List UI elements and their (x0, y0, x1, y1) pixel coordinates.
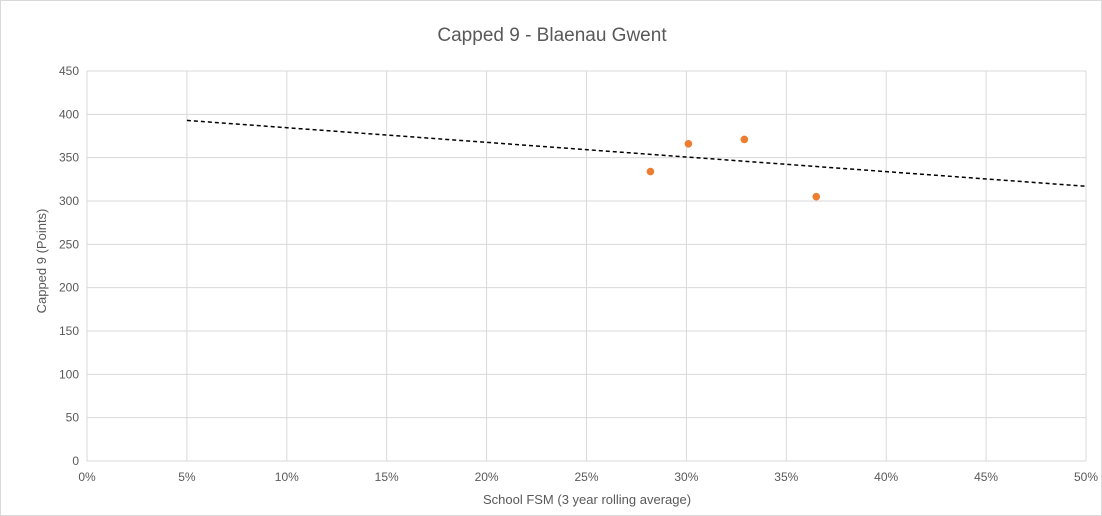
x-tick-label: 25% (574, 470, 598, 484)
data-points (646, 135, 821, 201)
x-axis-title: School FSM (3 year rolling average) (483, 492, 691, 507)
y-tick-label: 100 (59, 367, 79, 381)
y-tick-label: 250 (59, 237, 79, 251)
y-tick-label: 50 (66, 411, 80, 425)
x-tick-label: 15% (375, 470, 399, 484)
x-tick-label: 50% (1074, 470, 1098, 484)
y-tick-label: 300 (59, 194, 79, 208)
data-point (812, 192, 821, 201)
trendline (186, 119, 1087, 188)
tick-labels: 0 50 100 150 200 250 300 350 400 450 0% 5% 10% 15% 20%… (59, 64, 1098, 484)
y-tick-label: 200 (59, 281, 79, 295)
y-tick-label: 400 (59, 107, 79, 121)
data-point (646, 167, 655, 176)
grid (86, 70, 1087, 462)
x-tick-label: 45% (974, 470, 998, 484)
y-tick-label: 450 (59, 64, 79, 78)
x-tick-label: 5% (178, 470, 196, 484)
trendline-layer (186, 119, 1087, 188)
y-tick-label: 350 (59, 151, 79, 165)
chart-title: Capped 9 - Blaenau Gwent (437, 25, 667, 46)
x-tick-label: 20% (475, 470, 499, 484)
data-point (740, 135, 749, 144)
x-tick-label: 40% (874, 470, 898, 484)
data-point (684, 140, 693, 148)
x-tick-label: 35% (774, 470, 798, 484)
x-tick-label: 0% (78, 470, 96, 484)
x-tick-label: 10% (275, 470, 299, 484)
y-axis-title: Capped 9 (Points) (34, 209, 49, 314)
x-tick-label: 30% (674, 470, 698, 484)
y-tick-label: 150 (59, 324, 79, 338)
y-tick-label: 0 (72, 454, 79, 468)
